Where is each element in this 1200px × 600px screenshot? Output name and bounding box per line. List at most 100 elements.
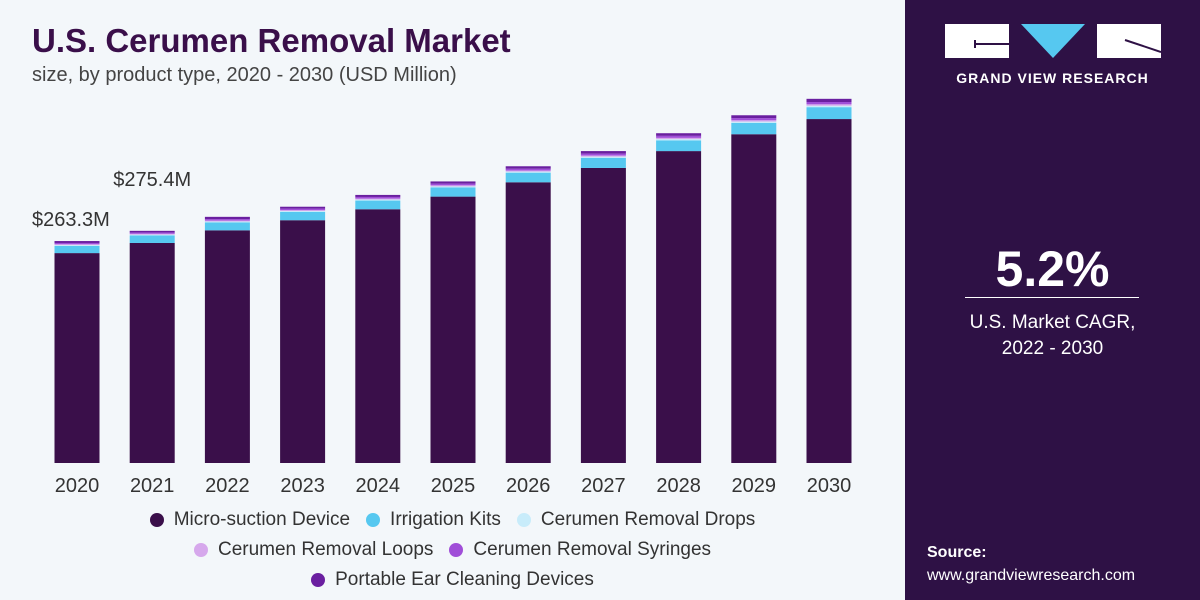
bar-segment-2024-5 xyxy=(355,194,401,197)
legend-item: Portable Ear Cleaning Devices xyxy=(311,565,594,595)
cagr-value: 5.2% xyxy=(995,241,1110,297)
bar-segment-2026-4 xyxy=(505,168,551,171)
grand-view-research-logo xyxy=(945,24,1161,58)
bar-segment-2030-1 xyxy=(806,107,852,120)
bar-segment-2021-2 xyxy=(129,234,175,236)
bar-segment-2021-4 xyxy=(129,232,175,234)
bar-segment-2029-2 xyxy=(731,121,777,123)
bar-segment-2030-2 xyxy=(806,105,852,108)
bar-segment-2022-3 xyxy=(204,220,250,222)
legend-row: Micro-suction Device Irrigation Kits Cerum… xyxy=(0,505,905,535)
cagr-label: U.S. Market CAGR, 2022 - 2030 xyxy=(905,310,1200,362)
legend-item: Irrigation Kits xyxy=(366,505,501,535)
bar-segment-2024-0 xyxy=(355,209,401,463)
legend-dot-icon xyxy=(193,543,208,557)
chart-panel: U.S. Cerumen Removal Market size, by pro… xyxy=(0,22,905,595)
bar-segment-2025-3 xyxy=(430,185,476,187)
legend-label: Cerumen Removal Syringes xyxy=(473,539,712,560)
bar-segment-2020-5 xyxy=(54,241,100,243)
legend: Micro-suction Device Irrigation Kits Cerum… xyxy=(0,505,905,595)
x-tick-label: 2023 xyxy=(280,475,325,497)
bar-segment-2026-3 xyxy=(505,170,551,172)
bar-segment-2023-5 xyxy=(280,206,326,209)
x-tick-label: 2030 xyxy=(807,475,852,497)
bar-segment-2022-0 xyxy=(204,230,250,463)
bar-segment-2022-5 xyxy=(204,216,250,220)
bar-segment-2026-5 xyxy=(505,166,551,169)
legend-label: Cerumen Removal Drops xyxy=(540,509,756,530)
legend-label: Portable Ear Cleaning Devices xyxy=(335,569,594,590)
bar-segment-2024-4 xyxy=(355,196,401,199)
bar-segment-2028-5 xyxy=(656,133,702,136)
legend-dot-icon xyxy=(516,513,531,527)
bar-segment-2027-2 xyxy=(580,156,626,158)
x-tick-label: 2022 xyxy=(205,475,250,497)
source-label: Source: xyxy=(927,544,987,561)
bar-segment-2026-0 xyxy=(505,182,551,463)
legend-item: Micro-suction Device xyxy=(149,505,350,535)
x-tick-label: 2024 xyxy=(356,475,401,497)
x-tick-label: 2020 xyxy=(55,475,100,497)
legend-item: Cerumen Removal Syringes xyxy=(449,535,711,565)
bar-segment-2020-0 xyxy=(54,253,100,463)
bar-segment-2027-5 xyxy=(580,151,626,154)
x-tick-label: 2021 xyxy=(130,475,175,497)
bar-segment-2020-2 xyxy=(54,245,100,246)
legend-item: Cerumen Removal Loops xyxy=(193,535,434,565)
bar-segment-2025-1 xyxy=(430,187,476,197)
divider xyxy=(965,297,1139,298)
bar-segment-2027-4 xyxy=(580,153,626,156)
x-tick-label: 2026 xyxy=(506,475,551,497)
bar-segment-2030-4 xyxy=(806,102,852,105)
bar-segment-2028-2 xyxy=(656,139,702,141)
stacked-bar-chart: 2020 2021 2022 2023 2024 2025 2026 2027 2028 2029… xyxy=(32,98,852,497)
legend-dot-icon xyxy=(449,543,464,557)
bar-segment-2028-3 xyxy=(656,137,702,140)
cagr-label-line-2: 2022 - 2030 xyxy=(1001,338,1104,359)
bar-segment-2021-0 xyxy=(129,242,175,463)
bar-segment-2023-3 xyxy=(280,210,326,212)
bar-segment-2026-2 xyxy=(505,171,551,173)
bar-segment-2029-1 xyxy=(731,122,777,135)
bar-segment-2028-4 xyxy=(656,135,702,138)
bar-segment-2027-1 xyxy=(580,157,626,168)
bar-segment-2022-4 xyxy=(204,219,250,221)
bar-segment-2025-4 xyxy=(430,183,476,186)
legend-row: Cerumen Removal Loops Cerumen Removal Syr… xyxy=(0,535,905,565)
brand-name: GRAND VIEW RESEARCH xyxy=(956,70,1149,86)
x-tick-label: 2027 xyxy=(581,475,626,497)
bar-segment-2022-1 xyxy=(204,222,250,231)
bar-segment-2029-3 xyxy=(731,120,777,122)
bar-segment-2027-0 xyxy=(580,167,626,463)
bar-segment-2027-3 xyxy=(580,155,626,157)
legend-item: Cerumen Removal Drops xyxy=(516,505,756,535)
bar-segment-2029-0 xyxy=(731,134,777,464)
source-link[interactable]: www.grandviewresearch.com xyxy=(927,567,1136,584)
legend-dot-icon xyxy=(311,573,326,587)
legend-label: Cerumen Removal Loops xyxy=(217,539,434,560)
bar-segment-2020-4 xyxy=(54,242,100,245)
bar-segment-2026-1 xyxy=(505,172,551,183)
bar-segment-2020-3 xyxy=(54,244,100,246)
bar-segment-2022-2 xyxy=(204,221,250,223)
bar-segment-2021-5 xyxy=(129,230,175,233)
data-label: $263.3M xyxy=(32,209,110,231)
bar-segment-2021-3 xyxy=(129,233,175,235)
bar-segment-2024-1 xyxy=(355,200,401,210)
chart-subtitle: size, by product type, 2020 - 2030 (USD … xyxy=(32,64,457,86)
legend-dot-icon xyxy=(366,513,381,527)
x-tick-label: 2028 xyxy=(656,475,701,497)
x-tick-label: 2029 xyxy=(732,475,777,497)
x-tick-label: 2025 xyxy=(431,475,476,497)
bar-segment-2025-2 xyxy=(430,186,476,188)
bar-segment-2024-2 xyxy=(355,199,401,201)
data-label: $275.4M xyxy=(113,169,191,191)
legend-dot-icon xyxy=(149,513,164,527)
bar-segment-2021-1 xyxy=(129,235,175,243)
bar-segment-2023-0 xyxy=(280,220,326,463)
bar-segment-2029-5 xyxy=(731,115,777,119)
cagr-label-line-1: U.S. Market CAGR, xyxy=(969,312,1136,333)
bar-segment-2025-0 xyxy=(430,196,476,463)
chart-title: U.S. Cerumen Removal Market xyxy=(32,22,511,59)
bar-segment-2023-1 xyxy=(280,211,326,221)
